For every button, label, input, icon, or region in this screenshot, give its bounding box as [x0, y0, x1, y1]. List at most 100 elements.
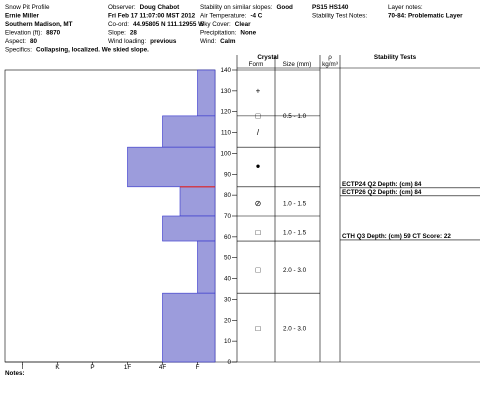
field-value: previous: [150, 38, 177, 45]
field-label: Precipitation:: [200, 30, 237, 37]
x-tick-label: F: [196, 364, 200, 371]
field-label: Snow Pit Profile: [5, 4, 50, 11]
header-field: Layer notes:: [388, 4, 423, 11]
header-field: Sky Cover: Clear: [200, 21, 251, 28]
header-field: Elevation (ft): 8870: [5, 30, 61, 37]
crystal-size: 1.0 - 1.5: [283, 230, 307, 237]
column-header: ρ: [328, 54, 332, 61]
y-tick-label: 80: [224, 192, 232, 199]
y-tick-label: 10: [224, 338, 232, 345]
crystal-form: /: [257, 128, 260, 137]
x-tick-label: 4F: [159, 364, 167, 371]
header-field: Wind loading: previous: [108, 38, 177, 45]
field-label: Observer:: [108, 4, 136, 11]
field-value: Ernie Miller: [5, 13, 39, 20]
field-value: Good: [276, 4, 293, 11]
field-label: Co-ord:: [108, 21, 129, 28]
field-value: 80: [30, 38, 38, 45]
crystal-form: □: [256, 228, 261, 237]
column-header: kg/m³: [322, 61, 338, 68]
field-label: Layer notes:: [388, 4, 423, 11]
field-value: Fri Feb 17 11:07:00 MST 2012: [108, 13, 196, 20]
y-tick-label: 0: [227, 359, 231, 366]
header-field: Specifics: Collapsing, localized. We skie…: [5, 47, 149, 54]
header-field: Air Temperature: -4 C: [200, 13, 263, 20]
field-value: 70-84: Problematic Layer: [388, 13, 463, 20]
field-label: Slope:: [108, 30, 126, 37]
field-value: -4 C: [250, 13, 262, 20]
hardness-layer: [197, 240, 216, 294]
header-field: Snow Pit Profile: [5, 4, 50, 11]
header-field: Aspect: 80: [5, 38, 38, 45]
y-tick-label: 30: [224, 296, 232, 303]
y-tick-label: 140: [220, 67, 231, 74]
stability-test: ECTP24 Q2 Depth: (cm) 84: [342, 181, 422, 188]
header-field: Stability on similar slopes: Good: [200, 4, 293, 11]
field-value: Doug Chabot: [140, 4, 180, 11]
stability-test: CTH Q3 Depth: (cm) 59 CT Score: 22: [342, 233, 451, 240]
field-value: Collapsing, localized. We skied slope.: [36, 47, 149, 54]
header-field: 70-84: Problematic Layer: [388, 13, 463, 20]
field-value: 44.95805 N 111.12955 W: [133, 21, 204, 28]
hardness-layer: [179, 186, 216, 217]
field-value: None: [240, 30, 256, 37]
x-tick-label: K: [55, 364, 60, 371]
header-field: Observer: Doug Chabot: [108, 4, 180, 11]
x-tick-label: 1F: [124, 364, 132, 371]
field-label: Stability on similar slopes:: [200, 4, 273, 11]
header-field: Co-ord: 44.95805 N 111.12955 W: [108, 21, 204, 28]
crystal-size: 2.0 - 3.0: [283, 326, 307, 333]
crystal-form: +: [256, 86, 261, 95]
crystal-form: □: [256, 266, 261, 275]
field-value: Calm: [220, 38, 236, 45]
field-label: Aspect:: [5, 38, 26, 45]
header-field: Wind: Calm: [200, 38, 236, 45]
header-field: Southern Madison, MT: [5, 21, 73, 28]
hardness-layer: [162, 115, 216, 148]
field-label: Sky Cover:: [200, 21, 231, 28]
hardness-layer: [162, 215, 216, 242]
column-header: Form: [249, 61, 264, 68]
field-label: Wind:: [200, 38, 216, 45]
header-field: Fri Feb 17 11:07:00 MST 2012: [108, 13, 196, 20]
field-label: Specifics:: [5, 47, 32, 54]
y-tick-label: 50: [224, 255, 232, 262]
crystal-size: 0.5 - 1.0: [283, 113, 307, 120]
crystal-form: ●: [256, 161, 261, 170]
field-value: Clear: [235, 21, 251, 28]
hardness-layer: [197, 69, 216, 117]
header-field: Precipitation: None: [200, 30, 257, 37]
y-tick-label: 100: [220, 150, 231, 157]
column-header: Crystal: [257, 54, 279, 61]
y-tick-label: 110: [221, 130, 232, 137]
header-field: Slope: 28: [108, 30, 137, 37]
field-value: 8870: [46, 30, 61, 37]
column-header: Size (mm): [283, 61, 312, 68]
crystal-form: ⊘: [255, 199, 262, 208]
crystal-size: 2.0 - 3.0: [283, 267, 307, 274]
x-tick-label: P: [90, 364, 94, 371]
y-tick-label: 120: [220, 109, 231, 116]
y-tick-label: 90: [224, 171, 232, 178]
header-field: PS15 HS140: [312, 4, 349, 11]
crystal-form: □: [256, 111, 261, 120]
column-header: Stability Tests: [374, 54, 417, 61]
header-field: Stability Test Notes:: [312, 13, 367, 20]
field-value: Southern Madison, MT: [5, 21, 73, 28]
field-label: Wind loading:: [108, 38, 146, 45]
field-value: PS15 HS140: [312, 4, 349, 11]
field-label: Elevation (ft):: [5, 30, 42, 37]
crystal-size: 1.0 - 1.5: [283, 200, 307, 207]
field-value: 28: [130, 30, 138, 37]
x-tick-label: I: [22, 364, 24, 371]
notes: Notes:: [5, 370, 25, 377]
y-tick-label: 60: [224, 234, 232, 241]
field-label: Air Temperature:: [200, 13, 247, 20]
header-field: Ernie Miller: [5, 13, 39, 20]
y-tick-label: 40: [224, 276, 232, 283]
y-tick-label: 70: [224, 213, 232, 220]
y-tick-label: 20: [224, 317, 232, 324]
crystal-form: □: [256, 324, 261, 333]
